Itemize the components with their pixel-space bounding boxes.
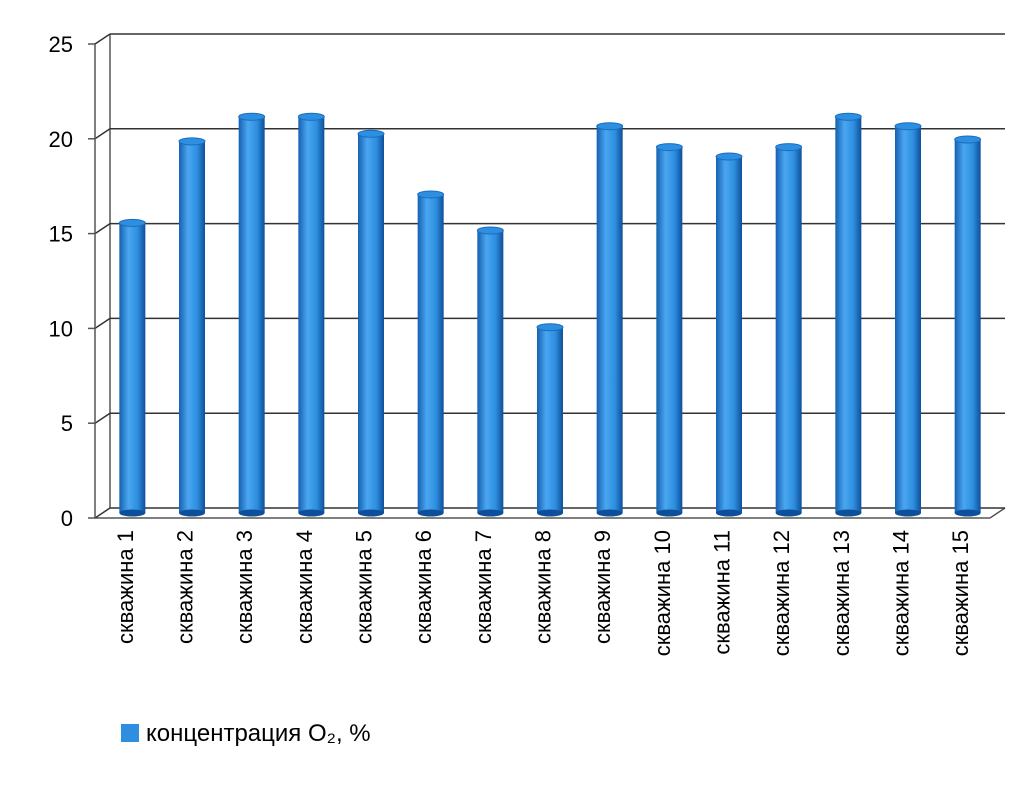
bar-base — [716, 509, 742, 517]
x-tick-label: скважина 14 — [889, 530, 914, 656]
bar — [596, 126, 623, 513]
bar-group — [596, 122, 624, 517]
y-tick-label: 15 — [49, 222, 73, 247]
grid-line — [94, 128, 111, 140]
legend-label: концентрация O₂, % — [146, 720, 371, 747]
x-tick-label: скважина 15 — [948, 530, 973, 656]
x-tick-label: скважина 1 — [113, 530, 138, 644]
bar-base — [835, 509, 862, 517]
grid-line — [94, 507, 111, 519]
bar-group — [476, 226, 504, 517]
bar-cap — [476, 226, 504, 235]
bar-cap — [655, 143, 683, 152]
bar-cap — [178, 137, 206, 146]
x-tick-label: скважина 11 — [710, 530, 735, 655]
bar-group — [417, 190, 445, 517]
bar-base — [775, 509, 802, 517]
y-tick-label: 5 — [61, 411, 73, 436]
bar-base — [656, 509, 683, 517]
bar — [775, 147, 802, 513]
bar — [954, 139, 981, 513]
bar — [119, 222, 146, 514]
bar — [716, 156, 742, 513]
x-tick-label: скважина 4 — [292, 530, 317, 644]
x-tick-label: скважина 9 — [590, 530, 615, 644]
bar-base — [954, 509, 981, 517]
bar-group — [954, 135, 982, 517]
bar — [656, 147, 683, 513]
bar-group — [297, 112, 325, 517]
bar-base — [119, 509, 146, 517]
bar-group — [178, 137, 206, 517]
bar — [417, 194, 444, 514]
bar-group — [894, 122, 922, 517]
x-tick-label: скважина 12 — [769, 530, 794, 656]
bar-cap — [357, 129, 385, 138]
x-tick-label: скважина 13 — [829, 530, 854, 656]
bar-cap — [954, 135, 982, 144]
x-tick-label: скважина 2 — [173, 530, 198, 644]
bar-base — [179, 509, 205, 517]
bar-group — [536, 323, 564, 517]
bar — [179, 141, 205, 513]
x-tick-label: скважина 7 — [471, 530, 496, 644]
x-tick-label: скважина 6 — [411, 530, 436, 644]
bar — [537, 327, 563, 513]
bar-group — [775, 143, 803, 517]
grid-line — [94, 222, 111, 235]
y-tick-label: 20 — [49, 127, 73, 152]
bar — [835, 116, 862, 514]
x-tick-label: скважина 10 — [650, 530, 675, 656]
bar-base — [298, 509, 325, 517]
floor-edge — [989, 507, 1006, 519]
bar-cap — [238, 112, 266, 121]
bar-base — [477, 509, 504, 517]
bar-cap — [834, 112, 862, 121]
bar-group — [238, 112, 266, 517]
bar-base — [358, 509, 384, 517]
bar-group — [715, 152, 743, 517]
bar-cap — [536, 323, 564, 332]
bar — [477, 230, 504, 513]
bar-group — [118, 218, 146, 517]
bar-cap — [894, 122, 922, 131]
bar-group — [357, 129, 385, 517]
grid-line — [94, 33, 111, 45]
bar — [358, 133, 384, 514]
y-tick-label: 0 — [61, 506, 73, 531]
bar-cap — [118, 218, 146, 227]
y-tick-label: 25 — [49, 32, 73, 57]
bar-cap — [596, 122, 624, 131]
bar-group — [834, 112, 862, 517]
bar — [895, 126, 921, 513]
legend-swatch — [121, 724, 139, 742]
bar-cap — [297, 112, 325, 121]
x-tick-label: скважина 3 — [232, 530, 257, 644]
y-tick-label: 10 — [49, 316, 73, 341]
bar-group — [655, 143, 683, 517]
bar-cap — [715, 152, 743, 161]
bar-base — [895, 509, 921, 517]
grid-line — [94, 412, 111, 424]
bar-cap — [775, 143, 803, 152]
bar-base — [238, 509, 265, 517]
bar — [298, 116, 325, 514]
bar-base — [417, 509, 444, 517]
x-tick-label: скважина 5 — [352, 530, 377, 644]
x-tick-label: скважина 8 — [531, 530, 556, 644]
bar-cap — [417, 190, 445, 199]
bar — [238, 116, 265, 514]
bar-base — [537, 509, 563, 517]
bar-base — [596, 509, 623, 517]
grid-line — [94, 317, 111, 330]
